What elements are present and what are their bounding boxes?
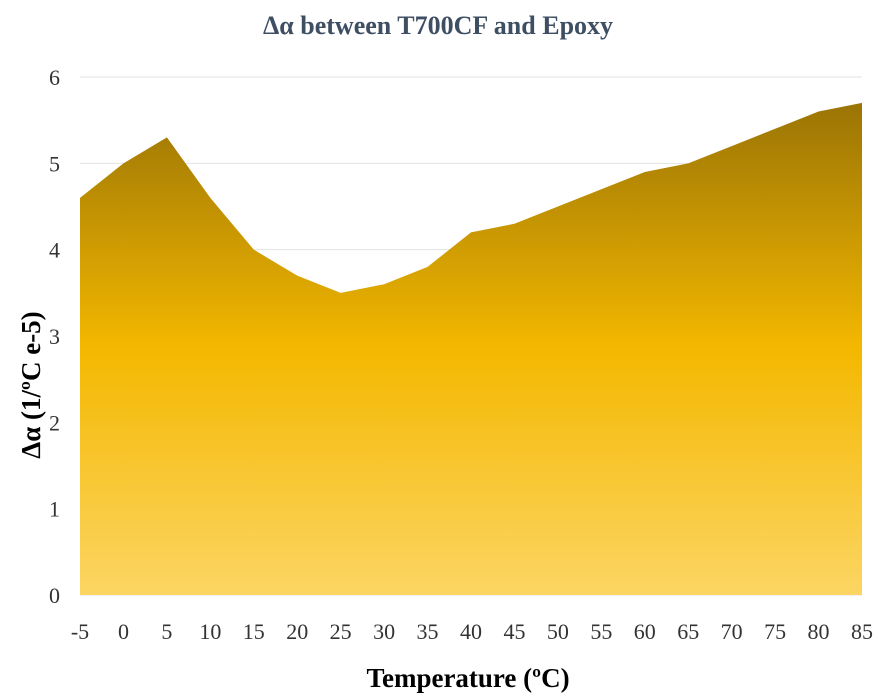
y-tick-label: 6 <box>49 65 60 90</box>
x-tick-label: 70 <box>721 619 743 644</box>
y-axis-ticks: 0 1 2 3 4 5 6 <box>49 65 60 608</box>
x-tick-label: 60 <box>634 619 656 644</box>
y-tick-label: 0 <box>49 583 60 608</box>
chart-title: Δα between T700CF and Epoxy <box>263 11 613 40</box>
x-tick-label: 50 <box>547 619 569 644</box>
x-tick-label: 80 <box>808 619 830 644</box>
x-tick-label: 40 <box>460 619 482 644</box>
x-tick-label: 35 <box>417 619 439 644</box>
x-tick-label: 55 <box>590 619 612 644</box>
x-tick-label: -5 <box>71 619 89 644</box>
x-tick-label: 85 <box>851 619 873 644</box>
y-tick-label: 1 <box>49 497 60 522</box>
x-axis-label: Temperature (ºC) <box>366 663 569 693</box>
x-tick-label: 5 <box>161 619 172 644</box>
x-tick-label: 15 <box>243 619 265 644</box>
x-tick-label: 75 <box>764 619 786 644</box>
x-axis-ticks: -5 0 5 10 15 20 25 30 35 40 45 50 55 60 65 70 75 80 85 <box>71 619 873 644</box>
y-axis-label: Δα (1/ºC e-5) <box>16 311 46 458</box>
x-tick-label: 45 <box>503 619 525 644</box>
x-tick-label: 30 <box>373 619 395 644</box>
x-tick-label: 65 <box>677 619 699 644</box>
y-tick-label: 5 <box>49 151 60 176</box>
x-tick-label: 25 <box>330 619 352 644</box>
x-tick-label: 20 <box>286 619 308 644</box>
x-tick-label: 0 <box>118 619 129 644</box>
y-tick-label: 2 <box>49 410 60 435</box>
y-tick-label: 3 <box>49 324 60 349</box>
y-tick-label: 4 <box>49 238 60 263</box>
x-tick-label: 10 <box>199 619 221 644</box>
series-area <box>80 102 862 596</box>
